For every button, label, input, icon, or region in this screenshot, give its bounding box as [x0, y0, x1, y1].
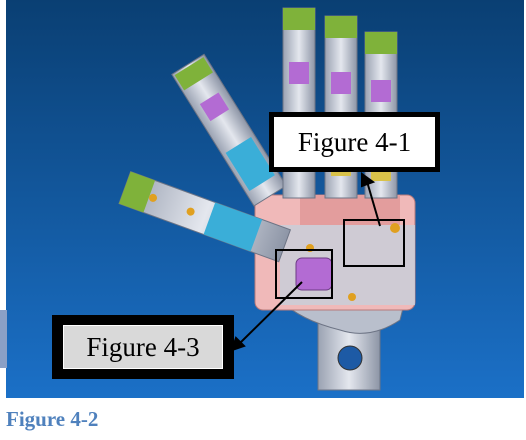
highlight-box-4-3 [275, 249, 333, 299]
callout-figure-4-3-label: Figure 4-3 [63, 325, 223, 369]
edge-marker [0, 310, 7, 368]
callout-figure-4-1-label: Figure 4-1 [297, 126, 412, 157]
figure-caption: Figure 4-2 [6, 407, 99, 431]
callout-figure-4-1: Figure 4-1 [269, 112, 440, 172]
finger-index [171, 53, 287, 207]
highlight-box-4-1 [343, 219, 405, 267]
arrow-figure-4-3 [230, 281, 303, 352]
callout-figure-4-3: Figure 4-3 [52, 315, 234, 379]
thumb [118, 171, 292, 263]
thumb-base-purple [295, 257, 333, 291]
arrow-figure-4-1 [361, 172, 381, 227]
